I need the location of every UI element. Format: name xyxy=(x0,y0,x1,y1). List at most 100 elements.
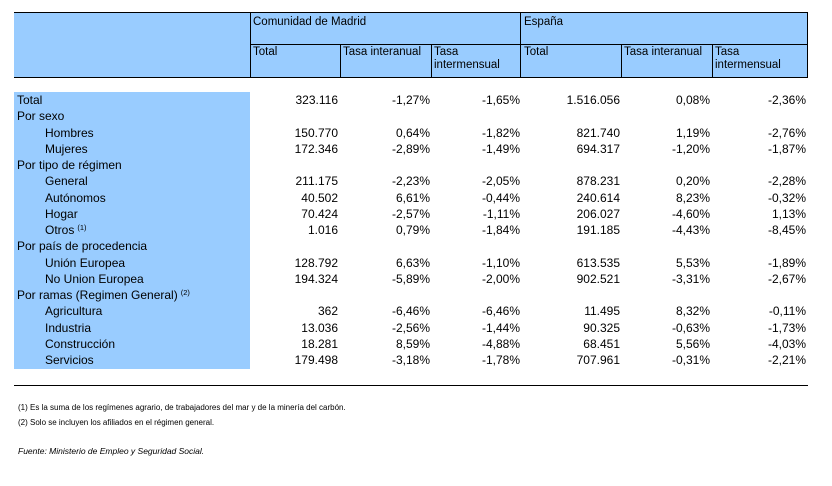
cell-total-madrid: 211.175 xyxy=(295,174,339,188)
group-title-espana: España xyxy=(524,16,564,28)
cell-interanual-espana: 0,08% xyxy=(675,93,710,107)
cell-interanual-madrid: -2,57% xyxy=(391,207,430,221)
cell-interanual-madrid: 0,79% xyxy=(395,223,430,237)
cell-intermensual-espana: -1,87% xyxy=(767,142,806,156)
row-label-sub: Hombres xyxy=(45,125,94,141)
cell-interanual-madrid: -1,27% xyxy=(391,93,430,107)
footnote-marker: (2) xyxy=(180,288,190,297)
cell-total-espana: 1.516.056 xyxy=(566,93,620,107)
cell-intermensual-madrid: -2,05% xyxy=(481,174,520,188)
cell-total-madrid: 13.036 xyxy=(301,321,338,335)
row-label-sub: Industria xyxy=(45,320,91,336)
cell-intermensual-madrid: -0,44% xyxy=(481,191,520,205)
cell-intermensual-madrid: -1,49% xyxy=(481,142,520,156)
row-label-category: Por tipo de régimen xyxy=(17,157,122,173)
cell-interanual-espana: -4,43% xyxy=(671,223,710,237)
cell-interanual-espana: -0,63% xyxy=(671,321,710,335)
row-label-text: Autónomos xyxy=(45,191,106,205)
cell-interanual-madrid: 6,61% xyxy=(395,191,430,205)
footnote-2: (2) Solo se incluyen los afiliados en el… xyxy=(18,418,215,427)
row-label-text: Otros xyxy=(45,223,75,237)
source-note: Fuente: Ministerio de Empleo y Seguridad… xyxy=(18,446,205,456)
cell-total-espana: 613.535 xyxy=(576,256,620,270)
cell-interanual-madrid: -3,18% xyxy=(391,353,430,367)
row-label-category: Por país de procedencia xyxy=(17,238,147,254)
group-title-madrid: Comunidad de Madrid xyxy=(253,16,367,28)
header-divider-madrid xyxy=(250,12,251,78)
row-label-sub: Autónomos xyxy=(45,190,106,206)
cell-intermensual-madrid: -1,78% xyxy=(481,353,520,367)
header-divider-espana xyxy=(520,12,521,78)
header-divider-col3 xyxy=(431,44,432,78)
cell-total-madrid: 18.281 xyxy=(301,337,338,351)
row-label-category: Por sexo xyxy=(17,108,64,124)
cell-intermensual-espana: -2,21% xyxy=(767,353,806,367)
cell-interanual-espana: 1,19% xyxy=(675,126,710,140)
cell-interanual-espana: 5,53% xyxy=(675,256,710,270)
row-label-sub: Hogar xyxy=(45,206,78,222)
cell-interanual-madrid: -2,56% xyxy=(391,321,430,335)
cell-intermensual-espana: -0,32% xyxy=(767,191,806,205)
cell-interanual-espana: -3,31% xyxy=(671,272,710,286)
cell-intermensual-espana: -2,36% xyxy=(767,93,806,107)
cell-intermensual-madrid: -1,65% xyxy=(481,93,520,107)
cell-total-espana: 878.231 xyxy=(576,174,620,188)
column-header-interanual-madrid: Tasa interanual xyxy=(343,46,421,58)
header-top-rule xyxy=(14,12,808,13)
row-label-text: No Union Europea xyxy=(45,272,144,286)
cell-intermensual-espana: -0,11% xyxy=(768,304,806,318)
column-header-interanual-espana: Tasa interanual xyxy=(624,46,702,58)
footnote-1: (1) Es la suma de los regímenes agrario,… xyxy=(18,403,346,412)
cell-intermensual-espana: -1,73% xyxy=(767,321,806,335)
cell-intermensual-madrid: -6,46% xyxy=(481,304,520,318)
row-label-sub: Construcción xyxy=(45,336,115,352)
cell-intermensual-madrid: -4,88% xyxy=(481,337,520,351)
row-label-sub: Servicios xyxy=(45,352,94,368)
header-divider-col5 xyxy=(621,44,622,78)
cell-total-espana: 90.325 xyxy=(583,321,620,335)
cell-total-madrid: 172.346 xyxy=(294,142,338,156)
footnote-marker: (1) xyxy=(77,223,87,232)
cell-interanual-madrid: 8,59% xyxy=(395,337,430,351)
cell-interanual-espana: -4,60% xyxy=(671,207,710,221)
cell-intermensual-espana: -1,89% xyxy=(767,256,806,270)
cell-interanual-madrid: -2,23% xyxy=(391,174,430,188)
cell-interanual-espana: 8,32% xyxy=(675,304,710,318)
cell-intermensual-madrid: -2,00% xyxy=(481,272,520,286)
row-label-text: Por ramas (Regimen General) xyxy=(17,288,178,302)
cell-interanual-espana: -1,20% xyxy=(671,142,710,156)
cell-interanual-madrid: -5,89% xyxy=(391,272,430,286)
column-header-total-madrid: Total xyxy=(253,46,278,58)
row-label-text: Hombres xyxy=(45,126,94,140)
cell-total-madrid: 150.770 xyxy=(294,126,338,140)
row-label-text: Por sexo xyxy=(17,109,65,123)
cell-interanual-espana: 8,23% xyxy=(675,191,710,205)
cell-intermensual-madrid: -1,10% xyxy=(481,256,520,270)
cell-total-espana: 206.027 xyxy=(576,207,620,221)
cell-total-espana: 821.740 xyxy=(576,126,620,140)
cell-intermensual-madrid: -1,11% xyxy=(482,207,520,221)
cell-total-madrid: 1.016 xyxy=(307,223,338,237)
cell-total-espana: 191.185 xyxy=(576,223,620,237)
header-bottom-rule xyxy=(14,77,808,78)
cell-total-madrid: 40.502 xyxy=(301,191,338,205)
row-label-text: Mujeres xyxy=(45,142,88,156)
cell-total-espana: 68.451 xyxy=(583,337,620,351)
row-label-text: Total xyxy=(17,93,43,107)
header-mid-rule xyxy=(250,44,808,45)
cell-intermensual-espana: -2,28% xyxy=(767,174,806,188)
cell-total-espana: 707.961 xyxy=(576,353,620,367)
row-label-sub: No Union Europea xyxy=(45,271,144,287)
row-label-sub: Mujeres xyxy=(45,141,88,157)
cell-interanual-espana: 0,20% xyxy=(675,174,710,188)
row-label-text: Hogar xyxy=(45,207,78,221)
header-divider-col6 xyxy=(712,44,713,78)
row-label-sub: Agricultura xyxy=(45,303,102,319)
row-labels-background xyxy=(14,92,250,369)
row-label-text: Por tipo de régimen xyxy=(17,158,122,172)
cell-total-madrid: 194.324 xyxy=(294,272,338,286)
row-label-category: Por ramas (Regimen General) (2) xyxy=(17,287,190,303)
header-corner xyxy=(14,12,250,77)
row-label-text: Por país de procedencia xyxy=(17,239,148,253)
cell-interanual-madrid: -6,46% xyxy=(391,304,430,318)
